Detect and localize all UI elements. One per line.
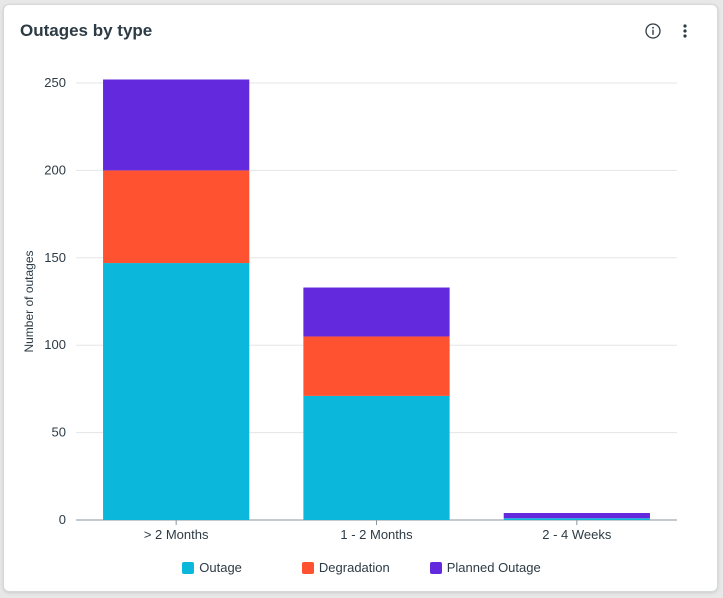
x-tick-label: > 2 Months bbox=[144, 527, 209, 542]
bar-planned-outage bbox=[503, 513, 650, 519]
bar-planned-outage bbox=[103, 79, 250, 171]
y-tick-label: 200 bbox=[44, 162, 66, 177]
stacked-bar-chart: 0 50 100 150 200 250 Number of outages > 2 Mont… bbox=[22, 75, 677, 542]
legend-swatch bbox=[429, 561, 442, 574]
x-tick-label: 2 - 4 Weeks bbox=[542, 527, 612, 542]
legend-swatch bbox=[301, 561, 314, 574]
chart-title: Outages by type bbox=[20, 21, 153, 40]
bar-outage bbox=[503, 518, 650, 520]
y-tick-label: 150 bbox=[44, 250, 66, 265]
y-tick-label: 50 bbox=[52, 425, 66, 440]
y-tick-label: 250 bbox=[44, 75, 66, 90]
legend-label: Planned Outage bbox=[446, 560, 541, 575]
y-axis-label: Number of outages bbox=[22, 250, 36, 352]
legend-label: Outage bbox=[199, 560, 242, 575]
x-tick-label: 1 - 2 Months bbox=[340, 527, 413, 542]
bar-outage bbox=[303, 395, 450, 520]
legend-swatch bbox=[182, 561, 195, 574]
y-tick-label: 100 bbox=[44, 337, 66, 352]
chart-legend: Outage Degradation Planned Outage bbox=[4, 560, 719, 575]
chart-card: Outages by type 0 50 100 150 200 250 Number of… bbox=[3, 4, 718, 592]
y-tick-label: 0 bbox=[59, 512, 66, 527]
bar-degradation bbox=[303, 336, 450, 396]
legend-item-degradation[interactable]: Degradation bbox=[301, 560, 390, 575]
legend-item-outage[interactable]: Outage bbox=[182, 560, 242, 575]
more-options-icon[interactable] bbox=[677, 23, 693, 39]
bar-planned-outage bbox=[303, 287, 450, 337]
bar-outage bbox=[103, 263, 250, 520]
legend-label: Degradation bbox=[318, 560, 390, 575]
legend-item-planned-outage[interactable]: Planned Outage bbox=[429, 560, 541, 575]
info-icon[interactable] bbox=[645, 23, 661, 39]
bar-degradation bbox=[103, 170, 250, 264]
